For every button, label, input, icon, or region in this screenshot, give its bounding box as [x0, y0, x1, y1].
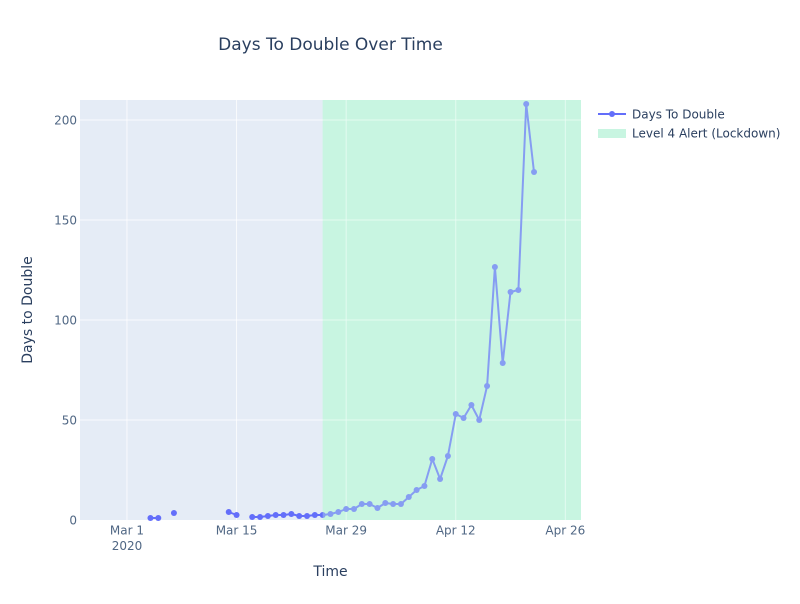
- legend: Days To Double Level 4 Alert (Lockdown): [598, 108, 780, 141]
- data-point[interactable]: [296, 513, 303, 519]
- x-tick-label: Apr 26: [545, 524, 585, 538]
- data-point[interactable]: [264, 513, 271, 519]
- x-tick-label: Apr 12: [436, 524, 476, 538]
- legend-lockdown-swatch: [598, 129, 626, 138]
- data-point[interactable]: [515, 287, 522, 293]
- data-point[interactable]: [444, 453, 451, 459]
- legend-series-marker: [609, 111, 615, 117]
- y-tick-label: 200: [54, 114, 77, 128]
- data-point[interactable]: [484, 383, 491, 389]
- data-point[interactable]: [397, 501, 404, 507]
- data-point[interactable]: [225, 509, 232, 515]
- data-point[interactable]: [147, 515, 154, 521]
- data-point[interactable]: [437, 476, 444, 482]
- data-point[interactable]: [170, 510, 177, 516]
- legend-item-lockdown[interactable]: Level 4 Alert (Lockdown): [598, 127, 780, 141]
- data-point[interactable]: [460, 415, 467, 421]
- data-point[interactable]: [499, 360, 506, 366]
- legend-lockdown-label: Level 4 Alert (Lockdown): [632, 127, 780, 141]
- lockdown-overlay: [322, 100, 581, 520]
- lockdown-region: [322, 100, 581, 520]
- y-tick-label: 50: [62, 414, 77, 428]
- data-point[interactable]: [429, 456, 436, 462]
- data-point[interactable]: [413, 487, 420, 493]
- data-point[interactable]: [491, 264, 498, 270]
- data-point[interactable]: [304, 513, 311, 519]
- x-tick-label: Mar 1: [110, 524, 144, 538]
- data-point[interactable]: [350, 506, 357, 512]
- data-point[interactable]: [280, 512, 287, 518]
- x-tick-sublabel: 2020: [112, 539, 143, 553]
- data-point[interactable]: [382, 500, 389, 506]
- chart-title: Days To Double Over Time: [218, 35, 443, 55]
- data-point[interactable]: [155, 515, 162, 521]
- x-tick-label: Mar 29: [325, 524, 367, 538]
- data-point[interactable]: [452, 411, 459, 417]
- y-tick-label: 150: [54, 214, 77, 228]
- data-point[interactable]: [311, 512, 318, 518]
- data-point[interactable]: [468, 402, 475, 408]
- data-point[interactable]: [249, 514, 256, 520]
- legend-item-series[interactable]: Days To Double: [598, 108, 725, 122]
- data-point[interactable]: [327, 511, 334, 517]
- data-point[interactable]: [507, 289, 514, 295]
- y-axis-title: Days to Double: [20, 256, 36, 364]
- data-point[interactable]: [476, 417, 483, 423]
- data-point[interactable]: [335, 509, 342, 515]
- data-point[interactable]: [257, 514, 264, 520]
- legend-series-label: Days To Double: [632, 108, 725, 122]
- data-point[interactable]: [523, 101, 530, 107]
- data-point[interactable]: [343, 506, 350, 512]
- data-point[interactable]: [421, 483, 428, 489]
- data-point[interactable]: [531, 169, 538, 175]
- y-tick-label: 0: [69, 514, 77, 528]
- y-tick-label: 100: [54, 314, 77, 328]
- data-point[interactable]: [233, 512, 240, 518]
- data-point[interactable]: [358, 501, 365, 507]
- data-point[interactable]: [366, 501, 373, 507]
- data-point[interactable]: [288, 511, 295, 517]
- x-tick-label: Mar 15: [216, 524, 258, 538]
- data-point[interactable]: [272, 512, 279, 518]
- data-point[interactable]: [390, 501, 397, 507]
- data-point[interactable]: [374, 505, 381, 511]
- data-point[interactable]: [405, 494, 412, 500]
- data-point[interactable]: [319, 512, 326, 518]
- x-axis-title: Time: [312, 564, 347, 580]
